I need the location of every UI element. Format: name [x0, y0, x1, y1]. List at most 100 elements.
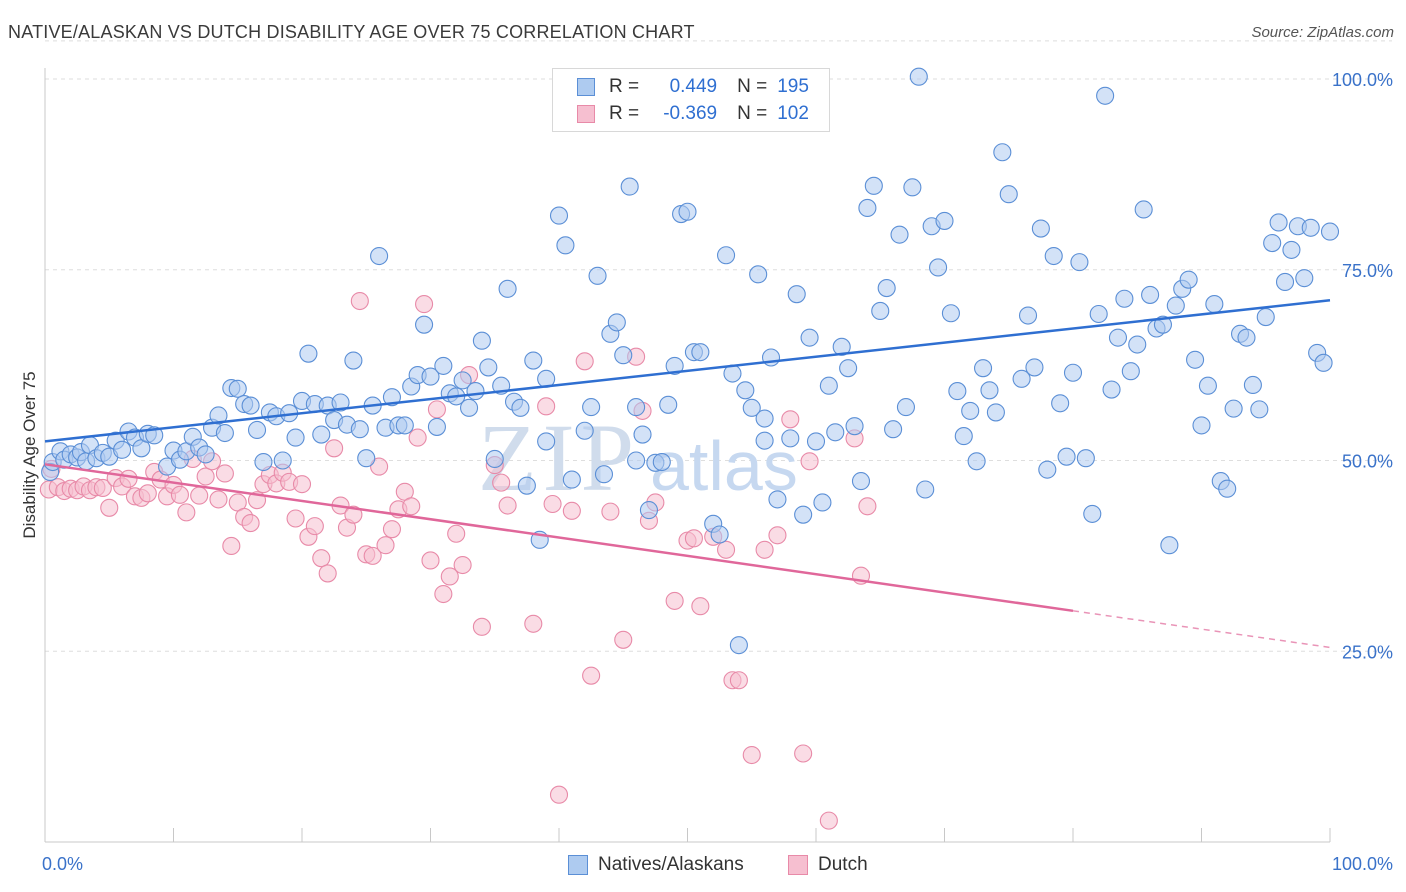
dutch-point — [524, 614, 543, 633]
natives-point — [639, 501, 659, 520]
dutch-point — [350, 291, 369, 311]
watermark-zip: ZIP — [478, 404, 640, 511]
natives-point — [588, 266, 607, 285]
dutch-point — [716, 540, 736, 559]
natives-point — [1018, 306, 1038, 325]
natives-point — [1115, 289, 1134, 308]
legend-n-value: 195 — [777, 76, 809, 97]
natives-point — [813, 493, 832, 512]
natives-point — [209, 406, 228, 425]
y-tick-label: 75.0% — [1342, 261, 1393, 281]
natives-point — [1121, 362, 1140, 381]
natives-point — [781, 429, 800, 448]
dutch-point — [286, 509, 305, 528]
natives-point — [344, 351, 363, 370]
dutch-point — [408, 428, 427, 447]
natives-point — [562, 470, 581, 489]
dutch-point — [119, 469, 138, 488]
bottom-swatch-dutch — [788, 855, 808, 875]
natives-point — [1153, 315, 1172, 334]
dutch-point — [562, 501, 581, 520]
natives-point — [871, 301, 890, 321]
natives-point — [710, 525, 729, 544]
natives-point — [1063, 363, 1083, 382]
natives-point — [1186, 350, 1205, 369]
natives-point — [196, 445, 215, 464]
natives-point — [800, 328, 819, 347]
natives-point — [652, 452, 671, 472]
trend-lines — [44, 299, 1331, 649]
natives-point — [1141, 285, 1160, 304]
bottom-swatch-natives — [568, 855, 588, 875]
natives-point — [575, 421, 594, 440]
natives-point — [993, 143, 1012, 162]
natives-point — [273, 451, 292, 470]
natives-point — [851, 472, 871, 491]
natives-point — [1070, 253, 1089, 272]
natives-point — [729, 636, 748, 655]
natives-point — [935, 211, 954, 230]
natives-point — [1314, 353, 1333, 372]
dutch-point — [794, 744, 813, 763]
natives-point — [1038, 460, 1057, 479]
legend-n-value: 102 — [777, 103, 809, 124]
dutch-point — [100, 498, 119, 517]
natives-point — [459, 398, 479, 417]
dutch-point — [800, 452, 819, 471]
natives-point — [716, 246, 736, 265]
natives-point — [594, 465, 614, 484]
x-tick-label: 0.0% — [42, 854, 83, 874]
dutch-point — [241, 514, 260, 533]
y-tick-label: 25.0% — [1342, 642, 1393, 662]
dutch-point — [781, 410, 800, 429]
dutch-point — [440, 567, 459, 586]
natives-point — [1031, 219, 1050, 238]
dutch-point — [819, 811, 838, 830]
natives-point — [472, 331, 491, 350]
dutch-point — [209, 490, 228, 509]
natives-point — [1025, 358, 1044, 377]
axes-layer — [44, 68, 1331, 843]
y-tick-label: 100.0% — [1332, 70, 1393, 90]
natives-point — [659, 395, 678, 414]
natives-point — [832, 337, 851, 356]
dutch-point — [344, 505, 363, 524]
natives-point — [228, 379, 247, 398]
natives-point — [884, 420, 903, 439]
x-tick-label: 100.0% — [1332, 854, 1393, 874]
natives-point — [1263, 233, 1282, 253]
natives-point — [929, 258, 948, 277]
natives-point — [427, 417, 446, 436]
bottom-legend-natives-label: Natives/Alaskans — [598, 854, 744, 875]
legend-n-label: N = — [737, 103, 768, 124]
natives-point — [1044, 246, 1063, 266]
dutch-point — [447, 524, 466, 543]
natives-point — [819, 376, 838, 395]
dutch-point — [382, 520, 402, 539]
tick-labels: 25.0% 50.0% 75.0% 100.0% 0.0% 100.0% — [42, 70, 1393, 874]
dutch-point — [215, 464, 234, 483]
bottom-legend-natives: Natives/Alaskans — [568, 852, 744, 878]
natives-point — [479, 358, 498, 377]
dutch-point — [177, 503, 196, 522]
natives-point — [1108, 328, 1128, 347]
natives-point — [1160, 536, 1179, 555]
natives-point — [511, 398, 530, 417]
dutch-point — [755, 540, 774, 559]
natives-point — [749, 265, 768, 284]
natives-point — [331, 393, 350, 412]
chart-title: NATIVE/ALASKAN VS DUTCH DISABILITY AGE O… — [8, 22, 695, 42]
natives-point — [948, 382, 967, 401]
dutch-point — [434, 584, 453, 604]
dutch-point — [453, 555, 472, 575]
natives-point — [395, 416, 414, 435]
natives-point — [434, 356, 453, 375]
legend: R = 0.449 N = 195 R = -0.369 N = 102 — [552, 68, 830, 132]
natives-point — [890, 225, 909, 244]
natives-point — [1320, 222, 1340, 241]
dutch-point — [729, 671, 748, 690]
dutch-point — [614, 630, 633, 649]
natives-point — [582, 398, 601, 417]
natives-point — [877, 279, 896, 298]
natives-point — [241, 396, 260, 415]
